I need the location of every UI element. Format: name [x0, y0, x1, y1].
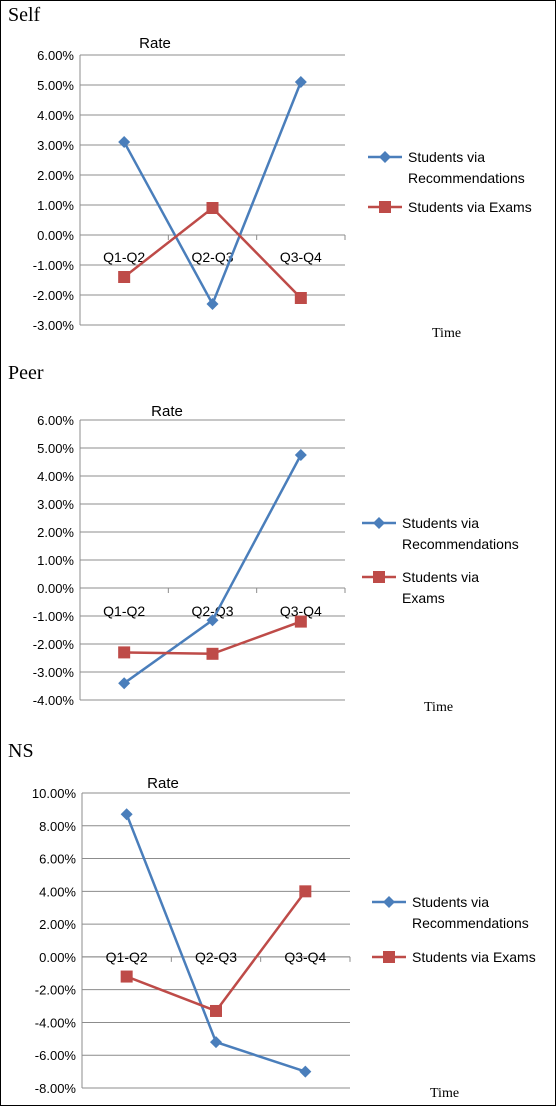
data-point-self-1-2: [294, 292, 307, 304]
data-point-self-0-2: [294, 76, 307, 88]
data-point-peer-1-0: [118, 646, 131, 659]
y-tick-label-ns: -4.00%: [35, 1015, 77, 1030]
y-tick-label-ns: 2.00%: [39, 917, 76, 932]
x-category-label-ns: Q2-Q3: [195, 949, 237, 965]
data-point-ns-1-0: [120, 970, 133, 983]
chart-title-self: Rate: [139, 35, 171, 52]
y-tick-label-peer: 4.00%: [37, 469, 74, 484]
legend-marker-ns-0: [383, 896, 395, 908]
y-tick-label-self: -1.00%: [33, 258, 75, 273]
x-category-label-peer: Q3-Q4: [280, 603, 322, 619]
data-point-peer-0-1: [206, 614, 219, 627]
data-point-ns-0-0: [120, 808, 133, 821]
legend-marker-peer-1: [373, 571, 385, 583]
x-category-label-self: Q1-Q2: [103, 249, 145, 265]
series-line-ns-0: [125, 813, 306, 1073]
legend-marker-ns-1: [383, 951, 395, 963]
x-axis-name-ns: Time: [430, 1086, 460, 1101]
data-point-peer-0-0: [118, 677, 131, 690]
y-tick-label-self: -2.00%: [33, 288, 75, 303]
y-tick-label-ns: -6.00%: [35, 1048, 77, 1063]
legend-marker-peer-0: [373, 517, 385, 529]
y-tick-label-ns: 4.00%: [39, 884, 76, 899]
data-point-self-0-0: [118, 136, 131, 148]
y-tick-label-ns: 10.00%: [32, 786, 77, 801]
data-point-peer-0-2: [294, 449, 307, 461]
panel-title-self: Self: [8, 4, 41, 26]
y-tick-label-peer: -1.00%: [33, 609, 75, 624]
data-point-peer-1-1: [206, 647, 219, 660]
y-tick-label-peer: -2.00%: [33, 637, 75, 652]
y-tick-label-self: 1.00%: [37, 198, 74, 213]
legend-marker-self-0: [379, 151, 391, 163]
x-category-label-peer: Q1-Q2: [103, 603, 145, 619]
x-category-label-self: Q3-Q4: [280, 249, 322, 265]
y-tick-label-ns: -8.00%: [35, 1081, 77, 1096]
y-tick-label-ns: 6.00%: [39, 852, 76, 867]
y-tick-label-peer: 3.00%: [37, 497, 74, 512]
legend-label-self-0: Recommendations: [408, 170, 525, 186]
legend-label-ns-0: Recommendations: [412, 915, 529, 931]
x-category-label-ns: Q1-Q2: [106, 949, 148, 965]
y-tick-label-peer: 5.00%: [37, 441, 74, 456]
y-tick-label-peer: 6.00%: [37, 413, 74, 428]
legend-label-peer-0: Students via: [402, 515, 479, 531]
legend-label-peer-1: Exams: [402, 590, 445, 606]
x-category-label-ns: Q3-Q4: [284, 949, 326, 965]
legend-label-peer-0: Recommendations: [402, 536, 519, 552]
y-tick-label-ns: 8.00%: [39, 819, 76, 834]
data-point-self-1-0: [118, 271, 131, 283]
x-axis-name-self: Time: [432, 326, 462, 341]
chart-title-ns: Rate: [147, 775, 179, 792]
chart-title-peer: Rate: [151, 403, 183, 420]
data-point-ns-0-1: [210, 1036, 222, 1049]
data-point-self-0-1: [206, 298, 219, 310]
legend-label-ns-1: Students via Exams: [412, 949, 536, 965]
x-category-label-peer: Q2-Q3: [191, 603, 233, 619]
y-tick-label-peer: 0.00%: [37, 581, 74, 596]
data-point-ns-1-2: [299, 885, 312, 898]
panel-title-peer: Peer: [8, 362, 44, 384]
x-axis-name-peer: Time: [424, 700, 454, 715]
y-tick-label-self: 5.00%: [37, 78, 74, 93]
y-tick-label-peer: -3.00%: [33, 665, 75, 680]
y-tick-label-peer: 2.00%: [37, 525, 74, 540]
data-point-ns-1-1: [210, 1004, 222, 1017]
legend-label-peer-1: Students via: [402, 569, 479, 585]
panel-title-ns: NS: [8, 740, 34, 762]
y-tick-label-peer: 1.00%: [37, 553, 74, 568]
y-tick-label-ns: 0.00%: [39, 950, 76, 965]
y-tick-label-self: 2.00%: [37, 168, 74, 183]
data-point-peer-1-2: [294, 615, 307, 628]
legend-label-self-1: Students via Exams: [408, 199, 532, 215]
legend-marker-self-1: [379, 201, 391, 213]
legend-label-ns-0: Students via: [412, 894, 489, 910]
y-tick-label-self: 4.00%: [37, 108, 74, 123]
y-tick-label-peer: -4.00%: [33, 693, 75, 708]
data-point-ns-0-2: [299, 1065, 312, 1078]
y-tick-label-self: -3.00%: [33, 318, 75, 333]
y-tick-label-self: 3.00%: [37, 138, 74, 153]
legend-label-self-0: Students via: [408, 149, 485, 165]
y-tick-label-ns: -2.00%: [35, 983, 77, 998]
x-category-label-self: Q2-Q3: [191, 249, 233, 265]
y-tick-label-self: 0.00%: [37, 228, 74, 243]
y-tick-label-self: 6.00%: [37, 48, 74, 63]
data-point-self-1-1: [206, 202, 219, 214]
